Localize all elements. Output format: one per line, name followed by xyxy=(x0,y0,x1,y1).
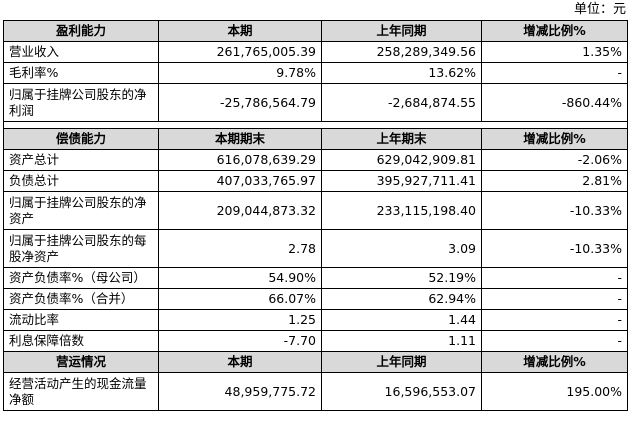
header-cell: 上年期末 xyxy=(321,128,482,150)
row-label: 资产负债率%（合并） xyxy=(3,288,159,310)
row-label: 流动比率 xyxy=(3,309,159,331)
prior-value: 1.11 xyxy=(321,330,482,352)
current-value: 1.25 xyxy=(158,309,322,331)
change-ratio: - xyxy=(481,62,628,84)
current-value: 2.78 xyxy=(158,229,322,268)
header-cell: 上年同期 xyxy=(321,20,482,42)
current-value: 616,078,639.29 xyxy=(158,149,322,171)
current-value: 209,044,873.32 xyxy=(158,191,322,230)
row-label: 利息保障倍数 xyxy=(3,330,159,352)
row-label: 经营活动产生的现金流量净额 xyxy=(3,372,159,411)
table-row: 流动比率 1.25 1.44 - xyxy=(3,309,628,331)
change-ratio: - xyxy=(481,288,628,310)
change-ratio: -10.33% xyxy=(481,229,628,268)
header-cell: 上年同期 xyxy=(321,351,482,373)
header-cell: 增减比例% xyxy=(481,20,628,42)
change-ratio: -860.44% xyxy=(481,83,628,122)
current-value: 66.07% xyxy=(158,288,322,310)
row-label: 资产总计 xyxy=(3,149,159,171)
prior-value: 3.09 xyxy=(321,229,482,268)
table-row: 经营活动产生的现金流量净额 48,959,775.72 16,596,553.0… xyxy=(3,372,628,411)
header-cell: 本期期末 xyxy=(158,128,322,150)
current-value: 407,033,765.97 xyxy=(158,170,322,192)
table-row: 毛利率% 9.78% 13.62% - xyxy=(3,62,628,84)
current-value: 54.90% xyxy=(158,267,322,289)
prior-value: 16,596,553.07 xyxy=(321,372,482,411)
table-row: 归属于挂牌公司股东的净资产 209,044,873.32 233,115,198… xyxy=(3,191,628,230)
current-value: -7.70 xyxy=(158,330,322,352)
change-ratio: - xyxy=(481,309,628,331)
prior-value: 52.19% xyxy=(321,267,482,289)
financial-table: 盈利能力 本期 上年同期 增减比例% 营业收入 261,765,005.39 2… xyxy=(3,20,628,411)
table-row: 资产总计 616,078,639.29 629,042,909.81 -2.06… xyxy=(3,149,628,171)
row-label: 营业收入 xyxy=(3,41,159,63)
table-row: 归属于挂牌公司股东的每股净资产 2.78 3.09 -10.33% xyxy=(3,229,628,268)
prior-value: 233,115,198.40 xyxy=(321,191,482,230)
row-label: 归属于挂牌公司股东的净资产 xyxy=(3,191,159,230)
current-value: 48,959,775.72 xyxy=(158,372,322,411)
change-ratio: 2.81% xyxy=(481,170,628,192)
section-spacer xyxy=(3,121,628,129)
section-header-profitability: 盈利能力 本期 上年同期 增减比例% xyxy=(3,20,628,42)
table-row: 资产负债率%（母公司） 54.90% 52.19% - xyxy=(3,267,628,289)
header-cell: 增减比例% xyxy=(481,128,628,150)
row-label: 归属于挂牌公司股东的净利润 xyxy=(3,83,159,122)
current-value: 261,765,005.39 xyxy=(158,41,322,63)
header-cell: 增减比例% xyxy=(481,351,628,373)
row-label: 毛利率% xyxy=(3,62,159,84)
prior-value: 62.94% xyxy=(321,288,482,310)
section-header-operations: 营运情况 本期 上年同期 增减比例% xyxy=(3,351,628,373)
prior-value: 258,289,349.56 xyxy=(321,41,482,63)
row-label: 资产负债率%（母公司） xyxy=(3,267,159,289)
header-cell: 本期 xyxy=(158,20,322,42)
header-cell: 偿债能力 xyxy=(3,128,159,150)
table-row: 归属于挂牌公司股东的净利润 -25,786,564.79 -2,684,874.… xyxy=(3,83,628,122)
change-ratio: 1.35% xyxy=(481,41,628,63)
change-ratio: 195.00% xyxy=(481,372,628,411)
unit-label: 单位：元 xyxy=(573,2,626,17)
change-ratio: - xyxy=(481,330,628,352)
change-ratio: -2.06% xyxy=(481,149,628,171)
prior-value: 629,042,909.81 xyxy=(321,149,482,171)
header-cell: 营运情况 xyxy=(3,351,159,373)
change-ratio: -10.33% xyxy=(481,191,628,230)
prior-value: 1.44 xyxy=(321,309,482,331)
prior-value: -2,684,874.55 xyxy=(321,83,482,122)
current-value: 9.78% xyxy=(158,62,322,84)
row-label: 归属于挂牌公司股东的每股净资产 xyxy=(3,229,159,268)
section-header-solvency: 偿债能力 本期期末 上年期末 增减比例% xyxy=(3,128,628,150)
table-row: 利息保障倍数 -7.70 1.11 - xyxy=(3,330,628,352)
table-row: 资产负债率%（合并） 66.07% 62.94% - xyxy=(3,288,628,310)
row-label: 负债总计 xyxy=(3,170,159,192)
table-row: 营业收入 261,765,005.39 258,289,349.56 1.35% xyxy=(3,41,628,63)
prior-value: 13.62% xyxy=(321,62,482,84)
table-row: 负债总计 407,033,765.97 395,927,711.41 2.81% xyxy=(3,170,628,192)
current-value: -25,786,564.79 xyxy=(158,83,322,122)
change-ratio: - xyxy=(481,267,628,289)
header-cell: 本期 xyxy=(158,351,322,373)
header-cell: 盈利能力 xyxy=(3,20,159,42)
prior-value: 395,927,711.41 xyxy=(321,170,482,192)
